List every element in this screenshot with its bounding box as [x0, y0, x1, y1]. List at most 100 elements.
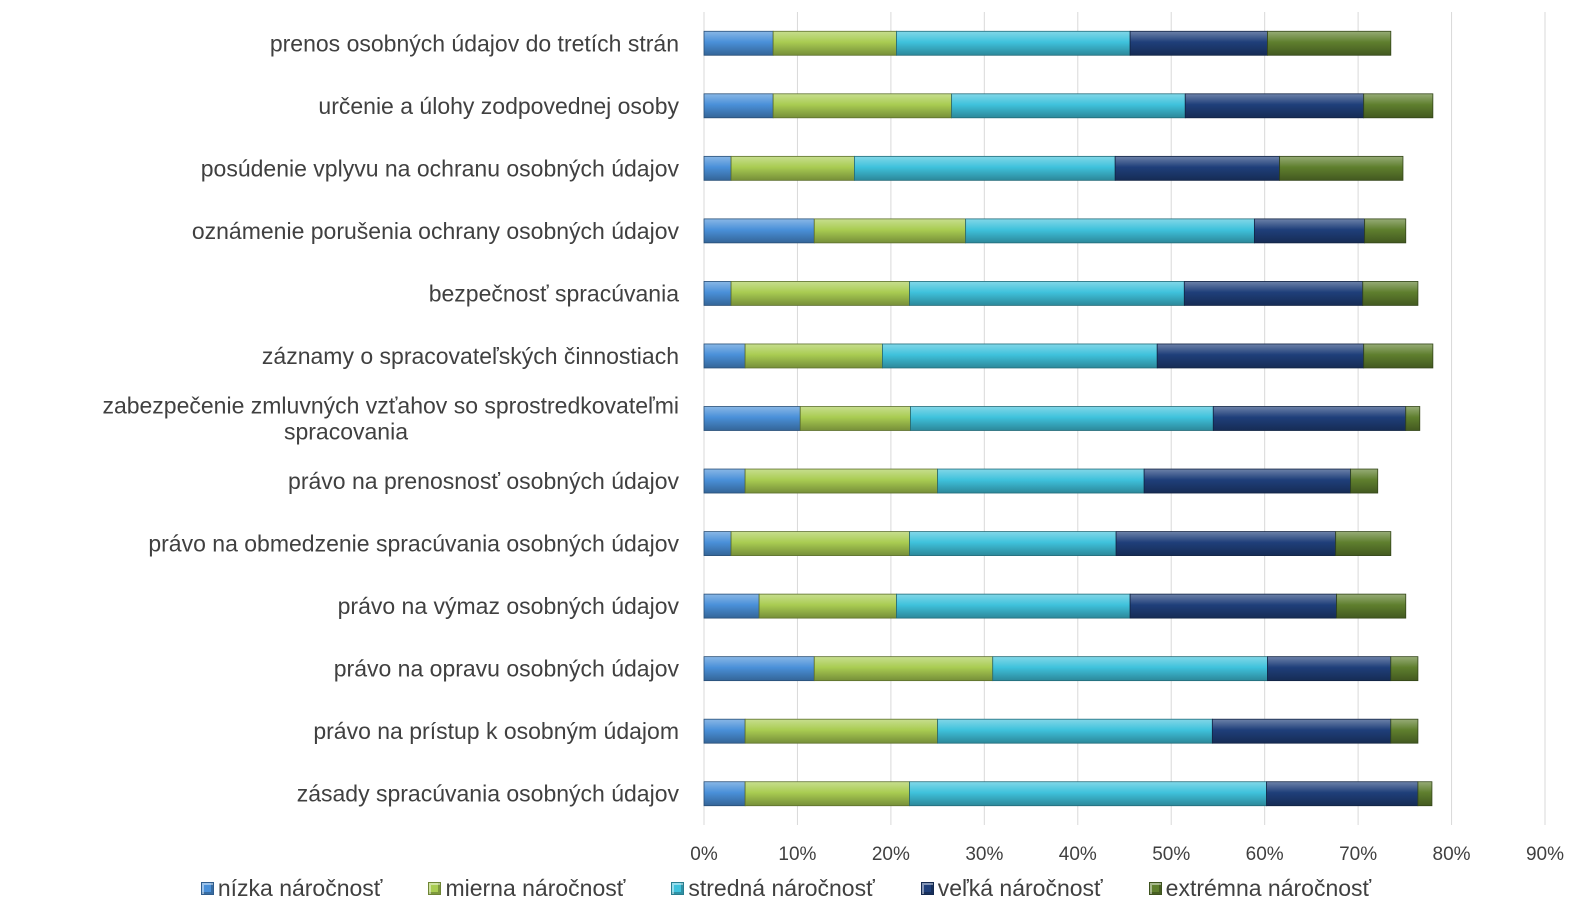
bar-row — [703, 218, 1407, 244]
bar-segment — [703, 343, 746, 369]
legend-label: veľká náročnosť — [937, 874, 1103, 901]
legend-item: stredná náročnosť — [671, 874, 875, 902]
bar-segment — [703, 406, 801, 431]
bar-segment — [703, 30, 774, 56]
bar-segment — [703, 155, 732, 181]
bar-segment — [1417, 781, 1433, 807]
category-label: právo na prístup k osobným údajom — [313, 718, 679, 744]
x-tick-label: 60% — [1246, 844, 1284, 865]
bar-segment — [1212, 406, 1407, 431]
bar-segment — [965, 218, 1255, 244]
x-tick-label: 80% — [1433, 844, 1471, 865]
legend-item: veľká náročnosť — [920, 874, 1103, 902]
bar-segment — [1362, 281, 1419, 306]
category-label: právo na obmedzenie spracúvania osobných… — [148, 531, 679, 557]
bar-segment — [1267, 656, 1392, 682]
category-label: právo na výmaz osobných údajov — [338, 593, 680, 619]
bar-row — [703, 30, 1392, 56]
x-tick-label: 0% — [690, 844, 718, 865]
bar-segment — [703, 781, 746, 807]
x-axis-tick-labels: 0% 10% 20% 30% 40% 50% 60% 70% 80% 90% — [690, 844, 1564, 865]
bar-segment — [896, 30, 1131, 56]
bar-segment — [703, 531, 732, 556]
bar-segment — [730, 281, 910, 306]
bar-segment — [703, 593, 760, 619]
bar-segment — [1390, 718, 1419, 744]
legend-label: extrémna náročnosť — [1165, 874, 1372, 901]
bar-segment — [882, 343, 1158, 369]
bar-segment — [1184, 93, 1365, 119]
x-tick-label: 20% — [872, 844, 910, 865]
bars — [703, 30, 1434, 807]
bar-row — [703, 281, 1419, 306]
bar-row — [703, 343, 1434, 369]
bar-segment — [854, 155, 1116, 181]
legend-label: stredná náročnosť — [688, 874, 875, 901]
bar-segment — [1253, 218, 1366, 244]
x-tick-label: 70% — [1339, 844, 1377, 865]
bar-segment — [1350, 468, 1379, 494]
category-labels: prenos osobných údajov do tretích strán u… — [102, 30, 679, 806]
bar-segment — [813, 656, 994, 682]
bar-segment — [1183, 281, 1364, 306]
legend-item: mierna náročnosť — [428, 875, 625, 902]
bar-segment — [703, 93, 774, 119]
bar-segment — [909, 781, 1267, 807]
category-label: určenie a úlohy zodpovednej osoby — [318, 93, 679, 119]
bar-segment — [1266, 781, 1419, 807]
bar-segment — [1211, 718, 1392, 744]
bar-segment — [1115, 531, 1337, 556]
bar-segment — [909, 281, 1185, 306]
legend-label: nízka náročnosť — [217, 874, 383, 901]
legend-swatch — [920, 881, 934, 895]
bar-row — [703, 718, 1419, 744]
bar-segment — [1364, 218, 1407, 244]
bar-segment — [730, 531, 910, 556]
category-label: oznámenie porušenia ochrany osobných úda… — [192, 218, 680, 244]
x-tick-label: 40% — [1059, 844, 1097, 865]
x-tick-label: 30% — [965, 844, 1003, 865]
legend-swatch — [428, 881, 442, 895]
category-label: bezpečnosť spracúvania — [429, 280, 679, 306]
legend: nízka náročnosť mierna náročnosť stredná n… — [0, 868, 1572, 908]
bar-segment — [1363, 93, 1434, 119]
bar-segment — [703, 281, 732, 306]
bar-segment — [813, 218, 967, 244]
legend-swatch — [1148, 881, 1162, 895]
bar-segment — [909, 531, 1117, 556]
bar-row — [703, 468, 1379, 494]
category-label: prenos osobných údajov do tretích strán — [270, 30, 679, 56]
category-label: posúdenie vplyvu na ochranu osobných úda… — [201, 155, 680, 181]
x-tick-label: 50% — [1152, 844, 1190, 865]
bar-segment — [772, 30, 897, 56]
bar-row — [703, 656, 1419, 682]
bar-segment — [1390, 656, 1419, 682]
bar-segment — [937, 468, 1145, 494]
bar-segment — [744, 343, 883, 369]
bar-row — [703, 593, 1407, 619]
bar-segment — [1279, 155, 1404, 181]
bar-segment — [744, 468, 939, 494]
bar-segment — [1156, 343, 1365, 369]
bar-segment — [896, 593, 1131, 619]
legend-swatch — [200, 881, 214, 895]
x-tick-label: 10% — [778, 844, 816, 865]
bar-segment — [910, 406, 1214, 431]
bar-segment — [758, 593, 897, 619]
bar-segment — [1143, 468, 1352, 494]
bar-segment — [744, 781, 910, 807]
legend-item: nízka náročnosť — [200, 874, 383, 902]
bar-segment — [951, 93, 1186, 119]
bar-segment — [1363, 343, 1434, 369]
bar-segment — [730, 155, 855, 181]
x-tick-label: 90% — [1526, 844, 1564, 865]
bar-segment — [1129, 30, 1268, 56]
bar-row — [703, 781, 1433, 807]
bar-row — [703, 155, 1404, 181]
bar-segment — [703, 656, 815, 682]
bar-segment — [703, 468, 746, 494]
bar-segment — [1336, 593, 1407, 619]
legend-label: mierna náročnosť — [445, 874, 626, 901]
category-label: záznamy o spracovateľských činnostiach — [262, 343, 679, 369]
